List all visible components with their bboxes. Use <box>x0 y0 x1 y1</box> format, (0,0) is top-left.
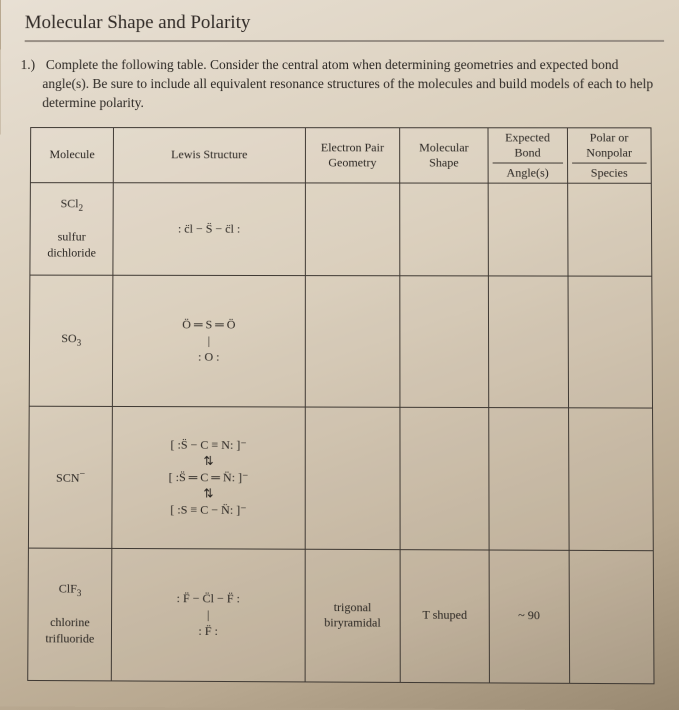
question-number: 1.) <box>21 56 43 75</box>
table-header-row: Molecule Lewis Structure Electron Pair G… <box>30 127 651 183</box>
header-molecule: Molecule <box>30 127 113 182</box>
header-lewis: Lewis Structure <box>114 127 305 182</box>
shape-cell <box>400 183 488 276</box>
molecule-cell: SCl2 sulfur dichloride <box>30 182 114 275</box>
table-row: SCl2 sulfur dichloride : c̈l − S̈ − c̈l … <box>30 182 652 276</box>
shape-cell <box>400 275 489 407</box>
epg-cell: trigonal biryramidal <box>305 549 401 682</box>
header-shape: Molecular Shape <box>400 127 488 182</box>
table-row: ClF3 chlorine trifluoride : F̈ − C̈l − F… <box>28 548 654 684</box>
shape-cell: T shuped <box>400 549 489 682</box>
molecule-formula: SCl2 <box>61 196 84 210</box>
polar-cell <box>569 550 654 683</box>
shape-cell <box>400 407 489 550</box>
header-polar-bottom: Species <box>572 162 647 180</box>
instructions-block: 1.) Complete the following table. Consid… <box>42 56 654 113</box>
header-polar-top: Polar or Nonpolar <box>586 130 632 159</box>
molecule-name: chlorine trifluoride <box>45 615 94 645</box>
table-row: SCN− [ :S̈ − C ≡ N: ]⁻ ⇅ [ :S̈ ═ C ═ N̈:… <box>28 406 653 550</box>
lewis-cell: Ö ═ S ═ Ö | : O : <box>113 275 305 407</box>
polar-cell <box>568 407 653 550</box>
table-row: SO3 Ö ═ S ═ Ö | : O : <box>29 275 652 408</box>
molecule-cell: ClF3 chlorine trifluoride <box>28 548 112 681</box>
molecule-cell: SCN− <box>28 406 112 548</box>
angle-cell <box>489 407 569 550</box>
lewis-cell: [ :S̈ − C ≡ N: ]⁻ ⇅ [ :S̈ ═ C ═ N̈: ]⁻ ⇅… <box>112 406 305 549</box>
molecule-formula: SO3 <box>61 331 81 345</box>
polar-cell <box>568 276 653 408</box>
page-title: Molecular Shape and Polarity <box>25 10 664 42</box>
epg-cell <box>305 275 400 407</box>
molecule-formula: SCN− <box>56 470 85 484</box>
header-polar: Polar or Nonpolar Species <box>567 127 651 182</box>
header-angle: Expected Bond Angle(s) <box>488 127 567 182</box>
lewis-cell: : F̈ − C̈l − F̈ : | : F̈ : <box>112 548 305 681</box>
epg-cell <box>305 407 400 550</box>
angle-cell <box>488 276 568 408</box>
instructions-text: Complete the following table. Consider t… <box>42 57 653 110</box>
header-angle-top: Expected Bond <box>505 130 550 159</box>
worksheet-page: Molecular Shape and Polarity 1.) Complet… <box>0 0 679 710</box>
header-angle-bottom: Angle(s) <box>493 162 563 180</box>
lewis-cell: : c̈l − S̈ − c̈l : <box>113 182 305 275</box>
epg-cell <box>305 183 400 276</box>
angle-cell: ~ 90 <box>489 550 569 683</box>
molecule-cell: SO3 <box>29 275 113 406</box>
molecule-name: sulfur dichloride <box>47 230 96 260</box>
polar-cell <box>567 183 651 276</box>
angle-cell <box>488 183 568 276</box>
header-epg: Electron Pair Geometry <box>305 127 400 182</box>
molecule-formula: ClF3 <box>59 581 82 595</box>
molecule-table: Molecule Lewis Structure Electron Pair G… <box>27 127 654 684</box>
